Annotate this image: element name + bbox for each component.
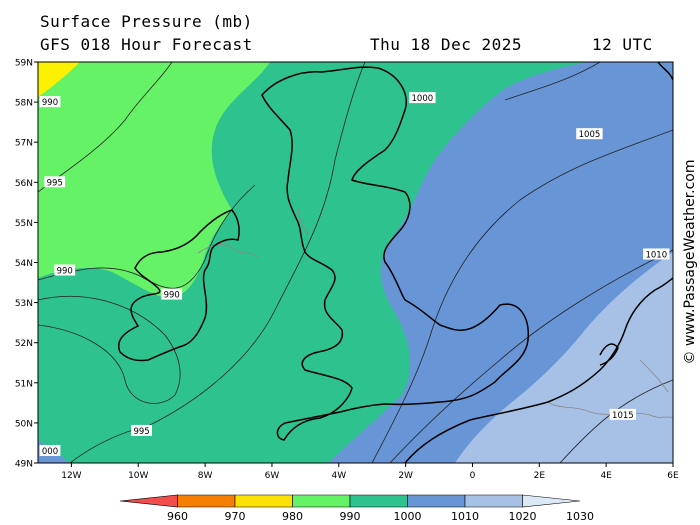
isobar-label: 1010 <box>643 248 670 260</box>
great-britain-coast <box>261 66 529 441</box>
lat-label: 55N <box>15 219 33 229</box>
europe-coast <box>404 277 673 463</box>
forecast-model-label: GFS 018 Hour Forecast <box>40 35 253 54</box>
isobar-label: 990 <box>39 96 61 108</box>
isobar-label: 000 <box>39 444 61 457</box>
lon-label: 4W <box>331 471 346 481</box>
legend-label: 980 <box>282 510 303 523</box>
svg-text:1005: 1005 <box>579 130 601 140</box>
lat-label: 56N <box>15 179 33 189</box>
lon-label: 12W <box>61 471 81 481</box>
lon-label: 2W <box>398 471 413 481</box>
legend-swatch <box>522 494 581 508</box>
legend-swatch <box>292 494 351 508</box>
lon-label: 10W <box>128 471 148 481</box>
isobar-label: 990 <box>161 288 183 301</box>
ireland-coast <box>118 209 240 362</box>
legend-swatch <box>234 494 293 508</box>
legend-swatch <box>349 494 408 508</box>
isobar-label: 1015 <box>609 408 637 421</box>
band-990-1000 <box>38 62 270 299</box>
lat-label: 53N <box>15 299 33 309</box>
svg-text:990: 990 <box>164 291 180 301</box>
legend-label: 960 <box>167 510 188 523</box>
legend-swatch <box>177 494 236 508</box>
map-title: Surface Pressure (mb) <box>40 12 253 31</box>
forecast-date: Thu 18 Dec 2025 <box>370 35 522 54</box>
legend-swatch <box>464 494 523 508</box>
legend-swatch <box>119 494 178 508</box>
legend-label: 970 <box>225 510 246 523</box>
lon-label: 4E <box>600 471 612 481</box>
isobar-label: 995 <box>131 424 153 437</box>
legend-label: 1000 <box>394 510 422 523</box>
pressure-legend: 960 970 980 990 1000 1010 1020 1030 <box>119 494 594 523</box>
band-985-990 <box>38 62 80 97</box>
isobar-labels: 1000 1005 1010 1015 995 990 990 995 990 000 <box>39 92 670 457</box>
lat-label: 51N <box>15 379 33 389</box>
lon-label: 6W <box>265 471 280 481</box>
lat-label: 54N <box>15 259 33 269</box>
svg-text:995: 995 <box>47 178 63 188</box>
svg-text:990: 990 <box>42 98 58 108</box>
svg-text:1015: 1015 <box>612 411 634 421</box>
lat-label: 50N <box>15 419 33 429</box>
lat-label: 59N <box>15 59 33 69</box>
legend-label: 1010 <box>451 510 479 523</box>
forecast-hour: 12 UTC <box>592 35 653 54</box>
isobar-label: 1005 <box>576 128 603 140</box>
lat-label: 58N <box>15 99 33 109</box>
isobar-label: 995 <box>44 176 66 188</box>
lat-label: 52N <box>15 339 33 349</box>
svg-text:990: 990 <box>57 267 73 277</box>
svg-text:1000: 1000 <box>412 94 434 104</box>
legend-label: 1030 <box>566 510 594 523</box>
lon-label: 8W <box>198 471 213 481</box>
lon-label: 6E <box>667 471 679 481</box>
lon-label: 0 <box>470 471 476 481</box>
norway-coast <box>657 62 673 81</box>
lat-label: 49N <box>15 460 33 470</box>
svg-text:995: 995 <box>133 427 149 437</box>
legend-label: 1020 <box>509 510 537 523</box>
svg-text:1010: 1010 <box>645 250 667 260</box>
lat-label: 57N <box>15 139 33 149</box>
lon-label: 2E <box>534 471 546 481</box>
svg-text:000: 000 <box>42 447 58 457</box>
legend-swatch <box>407 494 466 508</box>
isobar-label: 990 <box>54 264 76 277</box>
netherlands-coast <box>599 343 619 366</box>
map-axes: 59N 58N 57N 56N 55N 54N 53N 52N 51N 50N 49N 12W 10W 8… <box>15 59 679 482</box>
isobar-label: 1000 <box>409 92 436 104</box>
legend-label: 990 <box>340 510 361 523</box>
